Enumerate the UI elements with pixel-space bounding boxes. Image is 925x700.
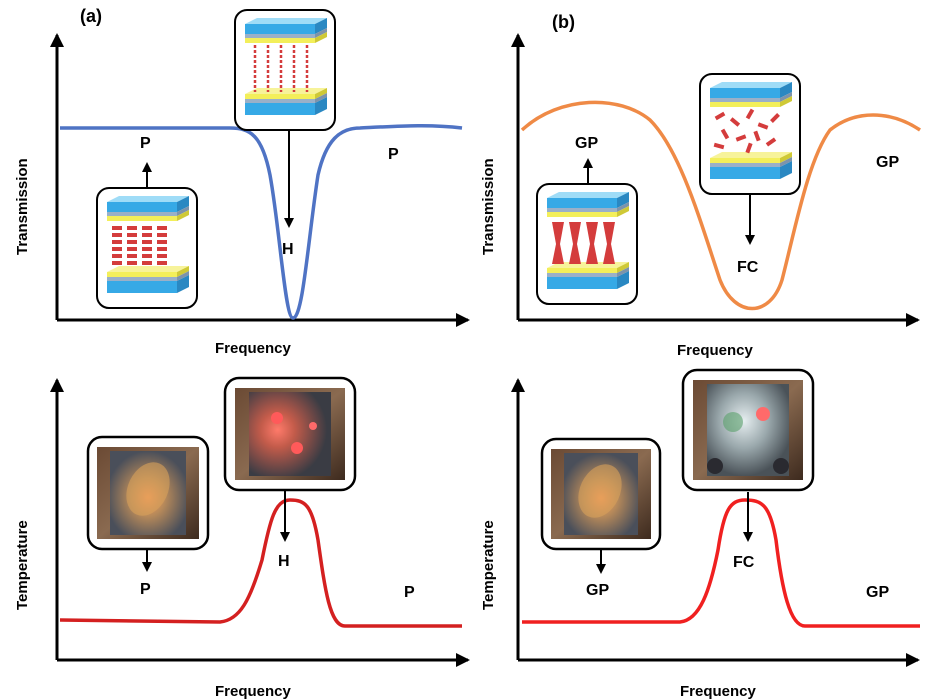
photo-cell-icon [681, 368, 815, 492]
label-a-top-left: P [140, 135, 151, 152]
photo-cell-icon [540, 437, 662, 551]
temperature-curve-b [522, 498, 920, 628]
xlabel-b-bottom: Frequency [680, 683, 757, 700]
panel-a-tag: (a) [80, 6, 102, 26]
panel-b-bottom [511, 378, 920, 667]
label-b-top-left: GP [575, 135, 598, 152]
label-b-top-dip: FC [737, 259, 759, 276]
temperature-curve-a [59, 498, 462, 628]
transmission-curve-b [520, 100, 921, 311]
label-b-bottom-right: GP [866, 584, 889, 601]
label-a-bottom-right: P [404, 584, 415, 601]
cell-homeotropic-icon [234, 9, 336, 131]
label-a-bottom-peak: H [278, 553, 290, 570]
photo-cell-icon [223, 376, 357, 492]
label-b-top-right: GP [876, 154, 899, 171]
xlabel-b-top: Frequency [677, 342, 754, 359]
xlabel-a-bottom: Frequency [215, 683, 292, 700]
cell-planar-icon [96, 187, 198, 309]
label-a-top-right: P [388, 146, 399, 163]
label-b-bottom-peak: FC [733, 554, 755, 571]
panel-b-top [511, 33, 921, 327]
panel-a-top [50, 33, 470, 327]
label-b-bottom-left: GP [586, 582, 609, 599]
ylabel-b-top: Transmission [480, 158, 497, 255]
label-a-bottom-left: P [140, 581, 151, 598]
cell-focal-conic-icon [699, 73, 801, 195]
ylabel-b-bottom: Temperature [480, 520, 497, 610]
photo-cell-icon [86, 435, 210, 551]
cell-grandjean-icon [536, 183, 638, 305]
xlabel-a-top: Frequency [215, 340, 292, 357]
ylabel-a-top: Transmission [14, 158, 31, 255]
transmission-curve-a [60, 123, 463, 320]
ylabel-a-bottom: Temperature [14, 520, 31, 610]
panel-b-tag: (b) [552, 12, 575, 32]
label-a-top-dip: H [282, 241, 294, 258]
panel-a-bottom [50, 378, 470, 667]
